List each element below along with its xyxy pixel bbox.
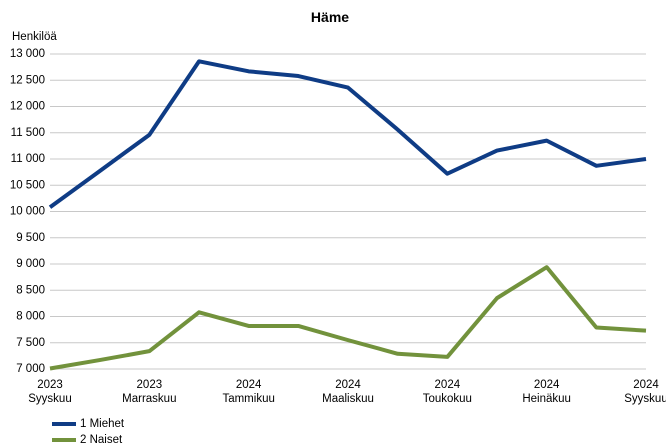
x-tick-year: 2024 bbox=[236, 379, 262, 391]
x-tick-year: 2024 bbox=[335, 379, 361, 391]
x-tick-year: 2024 bbox=[534, 379, 560, 391]
x-tick-month: Maaliskuu bbox=[322, 393, 374, 405]
x-tick-year: 2024 bbox=[435, 379, 461, 391]
y-tick-label: 8 000 bbox=[16, 311, 45, 323]
x-tick-month: Marraskuu bbox=[122, 393, 176, 405]
legend-label: 1 Miehet bbox=[80, 418, 125, 430]
x-tick-year: 2024 bbox=[633, 379, 659, 391]
y-tick-label: 8 500 bbox=[16, 284, 45, 296]
legend: 1 Miehet 2 Naiset bbox=[52, 418, 125, 443]
y-tick-label: 11 500 bbox=[11, 127, 45, 139]
y-tick-label: 10 500 bbox=[10, 179, 45, 191]
legend-label: 2 Naiset bbox=[80, 434, 123, 443]
x-tick-year: 2023 bbox=[37, 379, 63, 391]
series-line-1 bbox=[48, 59, 647, 209]
y-tick-label: 9 500 bbox=[16, 232, 45, 244]
x-tick-labels: 2023 Syyskuu 2023 Marraskuu 2024 Tammikuu 2024… bbox=[28, 379, 666, 405]
x-tick-month: Tammikuu bbox=[222, 393, 274, 405]
y-tick-label: 11 000 bbox=[11, 153, 45, 165]
x-tick-month: Heinäkuu bbox=[522, 393, 571, 405]
series-line-2 bbox=[49, 265, 647, 371]
y-axis-label: Henkilöä bbox=[12, 31, 57, 43]
y-tick-label: 7 000 bbox=[16, 363, 45, 375]
y-tick-label: 12 000 bbox=[10, 101, 45, 113]
x-tick-month: Syyskuu bbox=[28, 393, 71, 405]
y-tick-label: 7 500 bbox=[16, 337, 45, 349]
y-tick-label: 12 500 bbox=[10, 74, 45, 86]
series-lines bbox=[48, 59, 647, 371]
y-tick-label: 10 000 bbox=[10, 206, 45, 218]
x-tick-month: Toukokuu bbox=[423, 393, 472, 405]
chart-title: Häme bbox=[311, 9, 349, 25]
x-tick-month: Syyskuu bbox=[624, 393, 666, 405]
gridlines bbox=[50, 53, 646, 370]
y-tick-labels: 7 000 7 500 8 000 8 500 9 000 9 500 10 000 10 5… bbox=[10, 48, 45, 375]
y-tick-label: 13 000 bbox=[10, 48, 45, 60]
x-tick-year: 2023 bbox=[137, 379, 163, 391]
y-tick-label: 9 000 bbox=[16, 258, 45, 270]
